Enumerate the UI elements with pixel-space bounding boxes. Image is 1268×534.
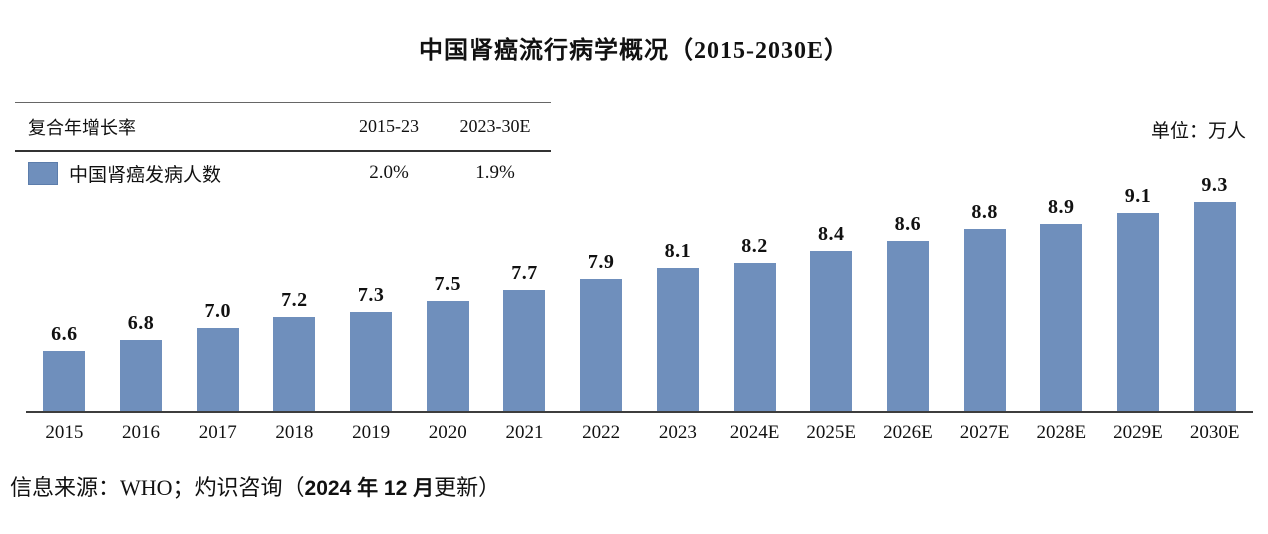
bar-value-label: 8.2	[741, 235, 768, 257]
bar	[886, 241, 929, 411]
bar	[350, 312, 393, 411]
x-axis-tick-label: 2015	[45, 422, 84, 443]
cagr-period-2023-30e: 2023-30E	[459, 116, 531, 136]
series-label: 中国肾癌发病人数	[69, 164, 222, 186]
bar	[963, 229, 1006, 411]
x-axis-tick-label: 2025E	[806, 422, 857, 443]
bar	[43, 351, 86, 411]
x-axis-tick-label: 2018	[275, 422, 314, 443]
bar-value-label: 7.7	[511, 262, 538, 284]
bars-container: 6.6 6.8 7.0 7.2 7.3 7.5 7.7 7.9 8.1 8.2 8.4 8.6 8.8 8…	[26, 174, 1253, 411]
cagr-table: 复合年增长率 2015-23 2023-30E 中国肾癌发病人数 2.0% 1.…	[15, 102, 551, 194]
x-axis-tick-label: 2028E	[1036, 422, 1087, 443]
x-axis-tick-label: 2029E	[1113, 422, 1163, 443]
bar-value-label: 7.0	[204, 300, 231, 322]
x-axis-ticks: 2015 2016 2017 2018 2019 2020 2021 2022 2023 2024…	[26, 422, 1253, 444]
bar-value-label: 8.6	[894, 213, 922, 235]
bar	[426, 301, 469, 411]
bar-group: 8.6	[870, 213, 947, 411]
bar	[196, 328, 239, 411]
bar-group: 7.3	[333, 284, 410, 411]
bar-group: 7.9	[563, 251, 640, 411]
bar-group: 7.0	[179, 300, 256, 411]
source-update-date: 2024 年 12 月	[304, 477, 435, 500]
bar-group: 9.1	[1100, 185, 1177, 411]
bar-group: 8.9	[1023, 196, 1100, 411]
x-axis-tick-label: 2017	[198, 422, 237, 443]
bar-value-label: 9.1	[1124, 185, 1152, 207]
bar	[733, 263, 776, 411]
x-axis-tick-label: 2020	[428, 422, 467, 443]
source-prefix: 信息来源：WHO；灼识咨询（	[10, 475, 305, 500]
unit-label: 单位：万人	[1150, 121, 1246, 142]
bar-group: 6.6	[26, 323, 103, 411]
bar-group: 8.8	[946, 201, 1023, 411]
x-axis-tick-label: 2027E	[959, 422, 1010, 443]
bar-chart-plot: 6.6 6.8 7.0 7.2 7.3 7.5 7.7 7.9 8.1 8.2 8.4 8.6 8.8 8…	[26, 174, 1253, 444]
bar	[580, 279, 623, 411]
x-axis-tick-label: 2023	[658, 422, 697, 443]
bar-value-label: 7.9	[587, 251, 615, 273]
x-axis-tick-label: 2024E	[729, 422, 780, 443]
bar-group: 8.1	[640, 240, 717, 411]
bar-group: 7.5	[409, 273, 486, 411]
bar-value-label: 6.8	[127, 312, 155, 334]
chart-title: 中国肾癌流行病学概况（2015-2030E）	[419, 38, 849, 64]
bar-group: 8.4	[793, 223, 870, 411]
x-axis-line	[26, 411, 1253, 413]
x-axis-tick-label: 2022	[582, 422, 621, 443]
source-note: 信息来源：WHO；灼识咨询（2024 年 12 月更新）	[10, 470, 500, 502]
bar-group: 6.8	[103, 312, 180, 411]
bar-value-label: 8.1	[664, 240, 692, 262]
x-axis-tick-label: 2019	[352, 422, 391, 443]
bar-group: 7.2	[256, 289, 333, 411]
x-axis-tick-label: 2021	[505, 422, 544, 443]
bar	[503, 290, 546, 411]
x-axis-tick-label: 2026E	[883, 422, 933, 443]
bar-value-label: 8.4	[817, 223, 845, 245]
legend-swatch	[28, 161, 58, 185]
bar	[810, 251, 853, 411]
bar-value-label: 6.6	[51, 323, 78, 345]
bar	[1040, 224, 1083, 411]
bar-group: 8.2	[716, 235, 793, 411]
x-axis-tick-label: 2030E	[1189, 422, 1240, 443]
cagr-table-header: 复合年增长率 2015-23 2023-30E	[15, 103, 551, 152]
bar-value-label: 7.5	[434, 273, 462, 295]
bar	[120, 340, 163, 411]
bar-value-label: 9.3	[1201, 174, 1228, 196]
bar-value-label: 8.8	[971, 201, 998, 223]
bar	[1193, 202, 1236, 411]
cagr-value-2015-23: 2.0%	[369, 162, 409, 183]
bar-group: 7.7	[486, 262, 563, 411]
bar	[273, 317, 316, 411]
source-suffix: 更新）	[434, 475, 501, 500]
x-axis-tick-label: 2016	[122, 422, 161, 443]
cagr-header-label: 复合年增长率	[28, 117, 136, 138]
bar-value-label: 7.3	[357, 284, 385, 306]
bar	[656, 268, 699, 411]
cagr-value-2023-30e: 1.9%	[475, 162, 515, 183]
cagr-period-2015-23: 2015-23	[359, 116, 419, 136]
bar-group: 9.3	[1176, 174, 1253, 411]
bar-value-label: 8.9	[1048, 196, 1075, 218]
bar	[1116, 213, 1159, 411]
cagr-table-row: 中国肾癌发病人数 2.0% 1.9%	[15, 152, 551, 194]
bar-value-label: 7.2	[281, 289, 308, 311]
